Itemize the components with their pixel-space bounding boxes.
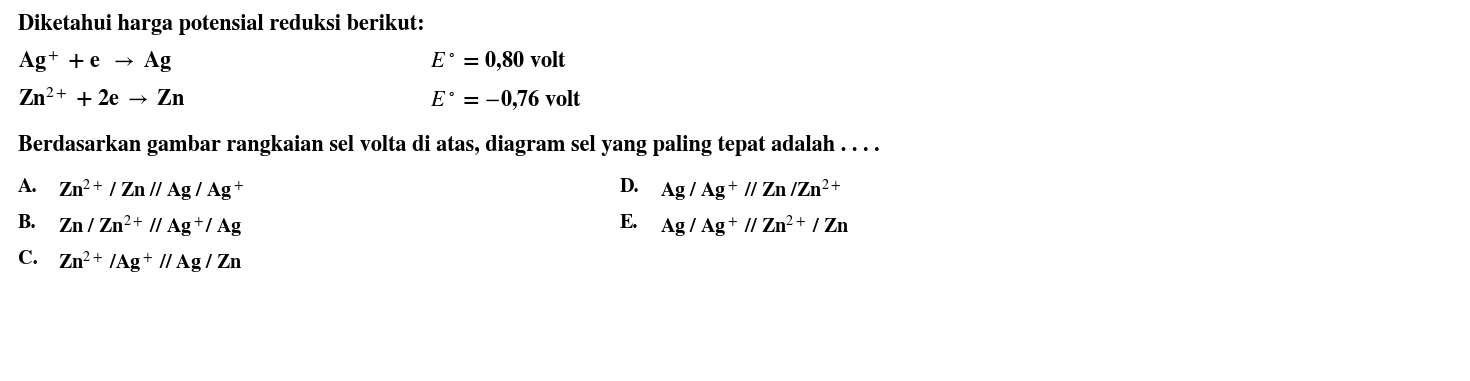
- Text: Ag / Ag$^+$ // Zn /Zn$^{2+}$: Ag / Ag$^+$ // Zn /Zn$^{2+}$: [660, 178, 841, 204]
- Text: $E^\circ$ = $-$0,76 volt: $E^\circ$ = $-$0,76 volt: [431, 88, 582, 112]
- Text: Berdasarkan gambar rangkaian sel volta di atas, diagram sel yang paling tepat ad: Berdasarkan gambar rangkaian sel volta d…: [18, 135, 879, 156]
- Text: Zn$^{2+}$ + 2e $\rightarrow$ Zn: Zn$^{2+}$ + 2e $\rightarrow$ Zn: [18, 88, 185, 111]
- Text: $E^\circ$ = 0,80 volt: $E^\circ$ = 0,80 volt: [431, 50, 567, 73]
- Text: Diketahui harga potensial reduksi berikut:: Diketahui harga potensial reduksi beriku…: [18, 14, 425, 35]
- Text: Zn / Zn$^{2+}$ // Ag$^+$/ Ag: Zn / Zn$^{2+}$ // Ag$^+$/ Ag: [57, 214, 243, 240]
- Text: Zn$^{2+}$ /Ag$^+$ // Ag / Zn: Zn$^{2+}$ /Ag$^+$ // Ag / Zn: [57, 250, 243, 276]
- Text: C.: C.: [18, 250, 38, 268]
- Text: A.: A.: [18, 178, 38, 196]
- Text: B.: B.: [18, 214, 37, 232]
- Text: Zn$^{2+}$ / Zn // Ag / Ag$^+$: Zn$^{2+}$ / Zn // Ag / Ag$^+$: [57, 178, 244, 204]
- Text: Ag / Ag$^+$ // Zn$^{2+}$ / Zn: Ag / Ag$^+$ // Zn$^{2+}$ / Zn: [660, 214, 850, 240]
- Text: Ag$^+$ + e  $\rightarrow$ Ag: Ag$^+$ + e $\rightarrow$ Ag: [18, 50, 172, 75]
- Text: E.: E.: [620, 214, 638, 232]
- Text: D.: D.: [620, 178, 639, 196]
